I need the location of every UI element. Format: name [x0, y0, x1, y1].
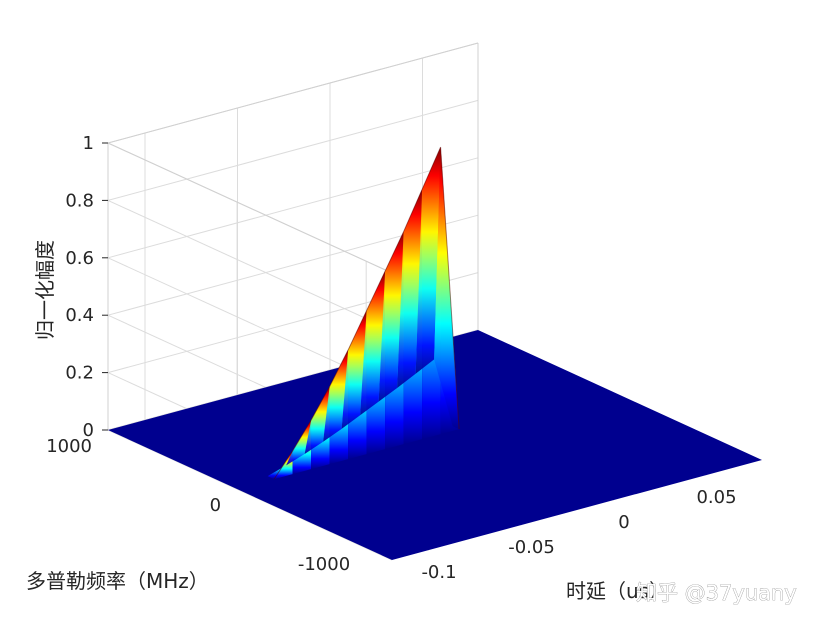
grid-line — [107, 157, 479, 259]
ridge-face — [434, 147, 460, 430]
z-tick-label: 0.6 — [65, 248, 94, 269]
z-tick-label: 1 — [83, 133, 94, 154]
z-tick-label: 0.8 — [65, 190, 94, 211]
ridge-crest — [273, 146, 460, 480]
z-tick-label: 0.4 — [65, 305, 94, 326]
y-tick-label: 0 — [210, 495, 221, 516]
ridge-face — [415, 147, 441, 374]
y-tick-label: -1000 — [298, 554, 350, 575]
grid-line — [107, 199, 393, 331]
ridge-face — [323, 350, 349, 442]
x-tick-label: 0.05 — [696, 487, 736, 508]
x-tick-label: 0 — [618, 512, 629, 533]
x-tick-label: -0.05 — [508, 537, 555, 558]
grid-line — [107, 99, 479, 201]
box-edge — [107, 42, 479, 144]
x-tick-label: -0.1 — [421, 562, 456, 583]
ridge-face — [397, 189, 423, 389]
y-tick-label: 1000 — [46, 436, 92, 457]
ridge-face — [378, 231, 404, 402]
z-tick-label: 0 — [83, 420, 94, 441]
ridge-face — [267, 451, 293, 480]
ridge-face — [304, 386, 330, 454]
ridge-face — [341, 310, 367, 429]
surface-floor — [108, 330, 762, 560]
box-edge — [107, 142, 393, 274]
z-tick-label: 0.2 — [65, 363, 94, 384]
z-axis-title: 归一化幅度 — [33, 240, 57, 340]
ridge-surface — [267, 146, 460, 480]
x-axis-title: 时延（us） — [566, 579, 669, 603]
y-axis-title: 多普勒频率（MHz） — [26, 569, 209, 593]
ridge-face — [360, 271, 386, 416]
watermark: 知乎 @37yuany — [636, 581, 797, 605]
